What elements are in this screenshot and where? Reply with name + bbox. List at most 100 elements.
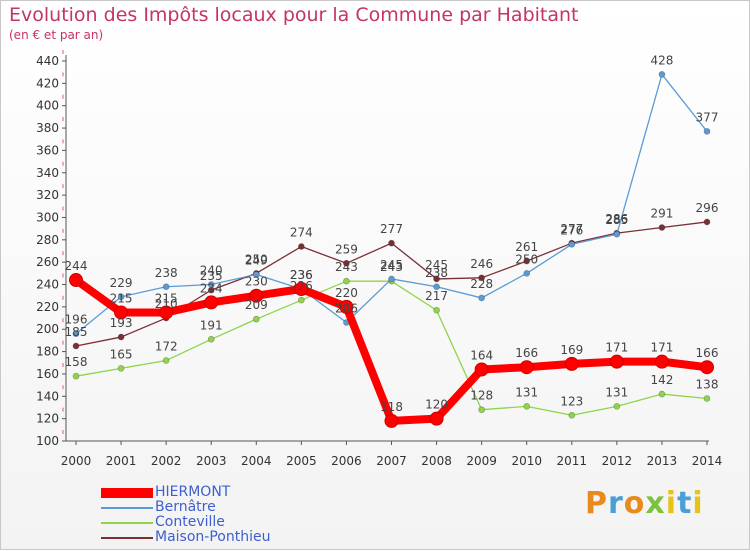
data-label: 249 [245, 253, 268, 267]
data-point [72, 330, 80, 338]
data-label: 291 [650, 207, 673, 221]
x-tick-label: 2000 [61, 454, 92, 468]
data-label: 243 [335, 260, 358, 274]
data-label: 217 [425, 289, 448, 303]
data-label: 259 [335, 242, 358, 256]
y-tick-label: 400 [36, 99, 59, 113]
data-point [294, 282, 309, 296]
x-tick-label: 2009 [466, 454, 497, 468]
chart-subtitle: (en € et par an) [9, 28, 104, 42]
y-tick-label: 140 [36, 389, 59, 403]
y-tick-label: 280 [36, 233, 59, 247]
x-tick-label: 2003 [196, 454, 227, 468]
data-label: 131 [515, 385, 538, 399]
data-point [523, 269, 531, 277]
data-label: 158 [65, 355, 88, 369]
data-point [433, 306, 440, 314]
data-label: 123 [560, 394, 583, 408]
legend-swatch [101, 488, 153, 498]
data-point [388, 275, 395, 283]
proxiti-logo: Proxiti [585, 486, 704, 521]
data-label: 193 [110, 316, 133, 330]
data-label: 128 [470, 389, 493, 403]
data-label: 236 [290, 268, 313, 282]
data-point [162, 357, 170, 364]
x-tick-label: 2011 [557, 454, 588, 468]
data-point [207, 281, 215, 288]
data-label: 171 [650, 341, 673, 355]
data-point [159, 305, 174, 320]
data-point [519, 360, 534, 375]
x-tick-label: 2012 [602, 454, 633, 468]
data-point [388, 239, 395, 247]
data-label: 245 [380, 258, 403, 272]
x-tick-label: 2013 [647, 454, 678, 468]
data-point [658, 224, 666, 231]
data-label: 235 [200, 269, 223, 283]
data-label: 118 [380, 400, 403, 414]
data-point [568, 240, 576, 248]
data-point [114, 305, 129, 320]
logo-letter: P [585, 486, 608, 521]
data-label: 238 [155, 266, 178, 280]
data-label: 142 [650, 373, 673, 387]
data-label: 428 [650, 53, 673, 67]
data-point [568, 411, 576, 419]
data-label: 209 [245, 298, 268, 312]
data-point [297, 243, 305, 250]
data-label: 172 [155, 340, 178, 354]
y-tick-label: 240 [36, 278, 59, 292]
data-label: 206 [335, 302, 358, 316]
data-point [249, 288, 264, 303]
y-tick-label: 300 [36, 210, 59, 224]
data-label: 196 [65, 313, 88, 327]
x-tick-label: 2001 [106, 454, 137, 468]
data-point [252, 315, 260, 323]
y-tick-label: 360 [36, 143, 59, 157]
data-label: 277 [380, 222, 403, 236]
data-point [478, 274, 486, 282]
data-point [613, 230, 621, 238]
data-label: 226 [290, 279, 313, 293]
data-point [343, 277, 350, 285]
legend-swatch [101, 522, 153, 524]
data-label: 246 [470, 257, 493, 271]
data-point [117, 293, 125, 301]
data-label: 131 [605, 385, 628, 399]
data-label: 296 [696, 201, 719, 215]
y-tick-label: 440 [36, 54, 59, 68]
data-point [339, 299, 354, 314]
data-point [252, 271, 260, 278]
data-point [204, 295, 219, 310]
legend-swatch [101, 537, 153, 539]
data-label: 191 [200, 318, 223, 332]
data-point [117, 364, 125, 372]
logo-letter: i [692, 486, 704, 521]
data-label: 250 [515, 252, 538, 266]
data-label: 240 [200, 264, 223, 278]
data-label: 274 [290, 226, 313, 240]
data-point [523, 257, 531, 265]
data-point [72, 372, 80, 380]
y-tick-label: 380 [36, 121, 59, 135]
data-label: 166 [515, 346, 538, 360]
y-tick-label: 220 [36, 300, 59, 314]
data-point [654, 354, 669, 369]
logo-letter: x [645, 486, 666, 521]
data-point [703, 218, 711, 226]
y-tick-label: 420 [36, 76, 59, 90]
data-label: 377 [696, 110, 719, 124]
data-point [564, 356, 579, 371]
data-label: 120 [425, 398, 448, 412]
y-tick-label: 200 [36, 322, 59, 336]
legend-label: Conteville [155, 514, 225, 530]
y-tick-label: 180 [36, 345, 59, 359]
legend-label: Bernâtre [155, 499, 216, 515]
y-tick-label: 120 [36, 412, 59, 426]
data-label: 236 [290, 268, 313, 282]
logo-letter: i [665, 486, 678, 521]
data-point [700, 360, 714, 375]
data-point [658, 390, 666, 398]
